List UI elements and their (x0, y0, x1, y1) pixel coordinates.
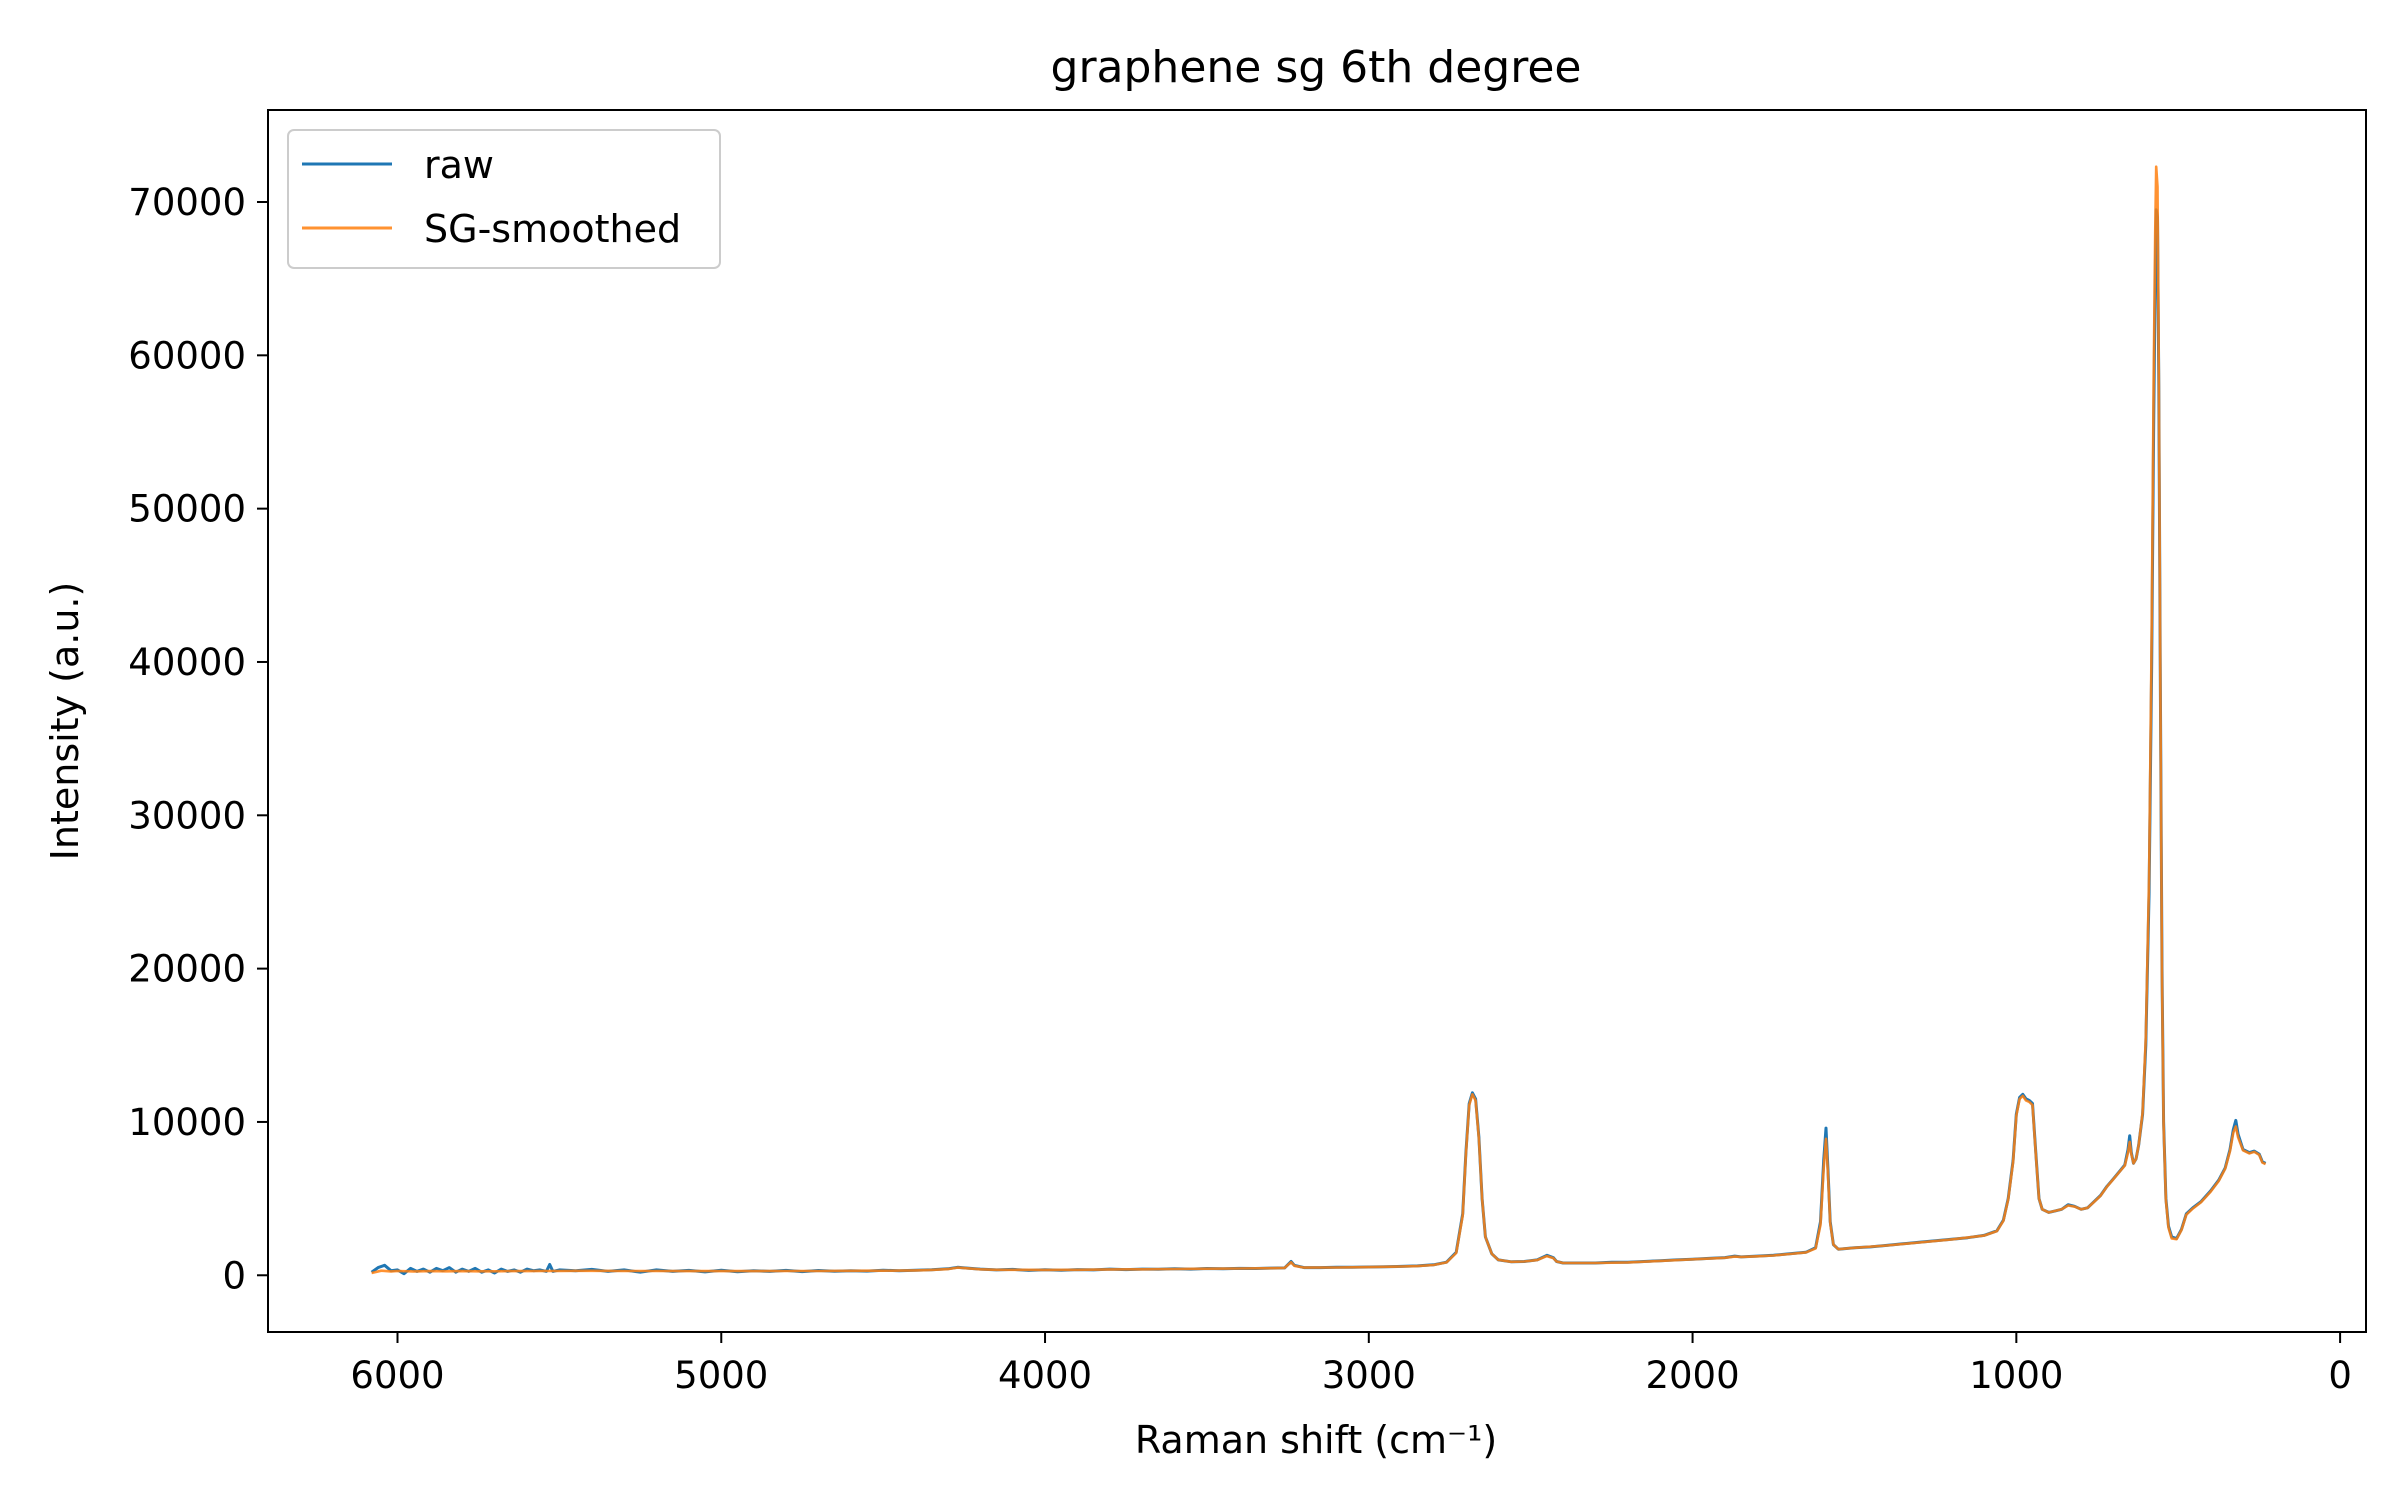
chart-title: graphene sg 6th degree (1051, 42, 1582, 93)
axes-frame (267, 109, 2367, 1333)
x-tick-label: 6000 (350, 1354, 444, 1397)
x-tick-label: 5000 (674, 1354, 768, 1397)
legend-label-raw: raw (424, 143, 494, 187)
y-tick-label: 60000 (128, 334, 246, 377)
x-tick-label: 4000 (998, 1354, 1092, 1397)
x-tick-label: 0 (2328, 1354, 2352, 1397)
x-tick-label: 1000 (1969, 1354, 2063, 1397)
x-axis: 6000 5000 4000 3000 2000 1000 0 (350, 1332, 2352, 1397)
y-tick-label: 70000 (128, 181, 246, 224)
y-axis: 0 10000 20000 30000 40000 50000 60000 70000 (128, 181, 268, 1297)
y-tick-label: 0 (222, 1254, 246, 1297)
legend-label-sg-smoothed: SG-smoothed (424, 207, 681, 251)
y-tick-label: 10000 (128, 1101, 246, 1144)
y-tick-label: 50000 (128, 488, 246, 531)
x-axis-label: Raman shift (cm⁻¹) (1135, 1418, 1497, 1462)
plot-area (370, 165, 2267, 1276)
y-tick-label: 20000 (128, 948, 246, 991)
x-tick-label: 2000 (1645, 1354, 1739, 1397)
series-line-sg-smoothed (371, 165, 2267, 1275)
y-tick-label: 40000 (128, 641, 246, 684)
y-tick-label: 30000 (128, 794, 246, 837)
y-axis-label: Intensity (a.u.) (43, 582, 87, 861)
legend: raw SG-smoothed (287, 129, 721, 269)
legend-box (287, 129, 721, 269)
x-tick-label: 3000 (1322, 1354, 1416, 1397)
